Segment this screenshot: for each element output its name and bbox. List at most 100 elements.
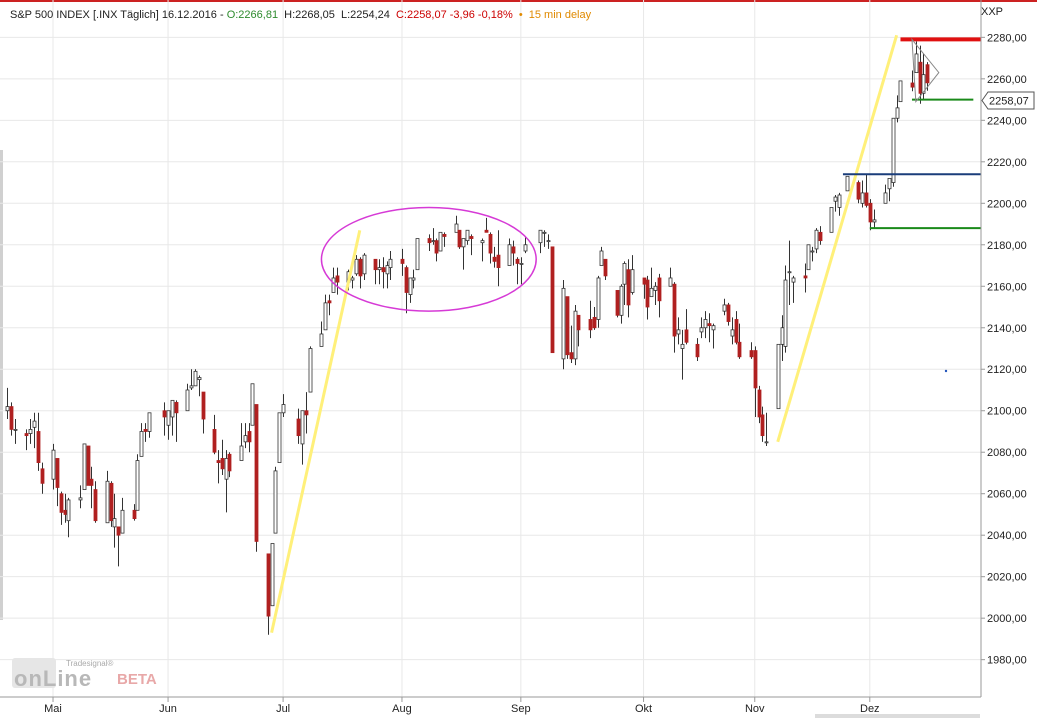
candle bbox=[488, 232, 493, 264]
candle bbox=[454, 215, 459, 233]
candle-body bbox=[404, 267, 409, 293]
candle bbox=[592, 307, 597, 330]
candle-body bbox=[350, 277, 355, 281]
time-axis[interactable]: Mai Jun Jul Aug Sep Okt Nov Dez bbox=[0, 696, 981, 718]
xtick-label: Mai bbox=[44, 703, 62, 715]
candle bbox=[829, 207, 834, 233]
candle-body bbox=[254, 404, 259, 542]
candle bbox=[576, 314, 581, 347]
candle-body bbox=[699, 327, 704, 333]
candle-body bbox=[883, 192, 888, 204]
candle bbox=[273, 466, 278, 534]
candle bbox=[5, 387, 10, 420]
candle-body bbox=[438, 231, 443, 252]
candle-body bbox=[829, 207, 834, 233]
candle-body bbox=[415, 238, 420, 271]
candle-body bbox=[791, 277, 796, 283]
candle bbox=[645, 275, 650, 320]
candle-body bbox=[408, 277, 413, 295]
candle-body bbox=[400, 258, 405, 264]
candle bbox=[185, 383, 190, 412]
candle-body bbox=[227, 453, 232, 472]
highlight-ellipse bbox=[320, 206, 537, 312]
candle-body bbox=[484, 229, 489, 233]
candle-body bbox=[542, 231, 547, 234]
candle bbox=[615, 290, 620, 318]
candle bbox=[507, 238, 512, 266]
candle-body bbox=[216, 460, 221, 463]
candle bbox=[515, 257, 520, 285]
candle-body bbox=[684, 329, 689, 343]
candle bbox=[757, 385, 762, 424]
last-price-marker: 2258,07 bbox=[981, 91, 1035, 110]
candle bbox=[281, 394, 286, 417]
candle bbox=[300, 410, 305, 465]
candle-body bbox=[385, 265, 390, 275]
candle bbox=[492, 246, 497, 268]
candle-body bbox=[442, 234, 447, 237]
candle-body bbox=[162, 410, 167, 418]
candle bbox=[496, 230, 501, 287]
candle-body bbox=[737, 341, 742, 358]
candle bbox=[331, 267, 336, 293]
candle-body bbox=[116, 526, 121, 536]
candle bbox=[565, 296, 570, 359]
candle bbox=[599, 246, 604, 266]
candle-body bbox=[373, 258, 378, 271]
price-axis[interactable]: XXP 1980,00 2000,00 2020,00 2040,00 2060,00 2… bbox=[980, 0, 1035, 697]
candle-body bbox=[860, 192, 865, 204]
candle-body bbox=[565, 296, 570, 356]
candle-body bbox=[626, 269, 631, 306]
left-scroll-edge[interactable] bbox=[0, 150, 3, 620]
candle bbox=[308, 346, 313, 393]
candle-body bbox=[845, 175, 850, 192]
candle bbox=[350, 275, 355, 289]
candle-body bbox=[925, 64, 930, 84]
candle-body bbox=[588, 319, 593, 331]
candle-body bbox=[319, 333, 324, 347]
candle bbox=[469, 234, 474, 256]
candle-body bbox=[247, 431, 252, 443]
candle-body bbox=[488, 234, 493, 254]
candle-body bbox=[469, 236, 474, 239]
candle-body bbox=[603, 258, 608, 277]
candle-body bbox=[615, 290, 620, 316]
candle bbox=[868, 199, 873, 231]
candle bbox=[806, 244, 811, 271]
last-price-box bbox=[981, 91, 1035, 110]
candle bbox=[32, 412, 37, 449]
candle bbox=[684, 309, 689, 345]
candle bbox=[925, 62, 930, 91]
marker-dot bbox=[944, 369, 948, 373]
header-open: O:2266,81 bbox=[227, 9, 278, 21]
trendline bbox=[776, 34, 899, 443]
candle-body bbox=[895, 107, 900, 119]
xtick-label: Dez bbox=[860, 703, 880, 715]
candle-body bbox=[362, 254, 367, 275]
candle bbox=[703, 311, 708, 339]
candle bbox=[143, 423, 148, 442]
ytick-label: 2100,00 bbox=[987, 406, 1027, 418]
time-scrollbar[interactable] bbox=[815, 714, 980, 718]
candle-body bbox=[599, 250, 604, 266]
candle-body bbox=[36, 431, 41, 463]
candle-body bbox=[592, 316, 597, 329]
candle bbox=[442, 232, 447, 247]
candle bbox=[511, 240, 516, 266]
candle-body bbox=[109, 482, 114, 522]
candle bbox=[872, 209, 877, 229]
candle-body bbox=[550, 246, 555, 354]
candle bbox=[810, 246, 815, 262]
brand-beta-text: BETA bbox=[117, 671, 157, 688]
candle bbox=[860, 180, 865, 208]
candle-body bbox=[86, 445, 91, 486]
candle bbox=[224, 450, 229, 513]
header-close-change: C:2258,07 -3,96 -0,18% bbox=[396, 9, 513, 21]
candle-body bbox=[358, 258, 363, 277]
candle-body bbox=[523, 244, 528, 252]
candle bbox=[461, 238, 466, 270]
candle bbox=[783, 265, 788, 353]
candle-body bbox=[519, 263, 524, 265]
candle bbox=[411, 269, 416, 289]
